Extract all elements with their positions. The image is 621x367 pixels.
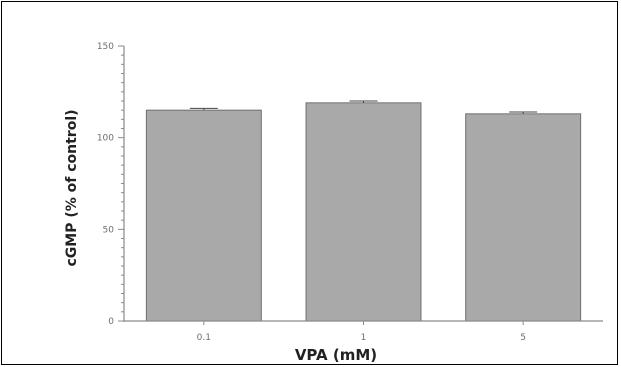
y-tick-label: 150: [97, 42, 114, 52]
y-tick-label: 50: [103, 225, 115, 235]
bar-1: [305, 102, 422, 322]
x-tick-label: 1: [361, 333, 367, 343]
bar-5: [465, 113, 582, 322]
x-axis-title: VPA (mM): [295, 346, 377, 364]
y-axis-title: cGMP (% of control): [64, 109, 80, 266]
y-tick-label: 100: [97, 134, 114, 144]
bars-layer: [145, 100, 582, 322]
x-tick-label: 5: [520, 333, 526, 343]
y-tick-label: 0: [108, 317, 114, 327]
x-tick-label: 0.1: [197, 333, 211, 343]
bar-0.1: [145, 109, 262, 322]
